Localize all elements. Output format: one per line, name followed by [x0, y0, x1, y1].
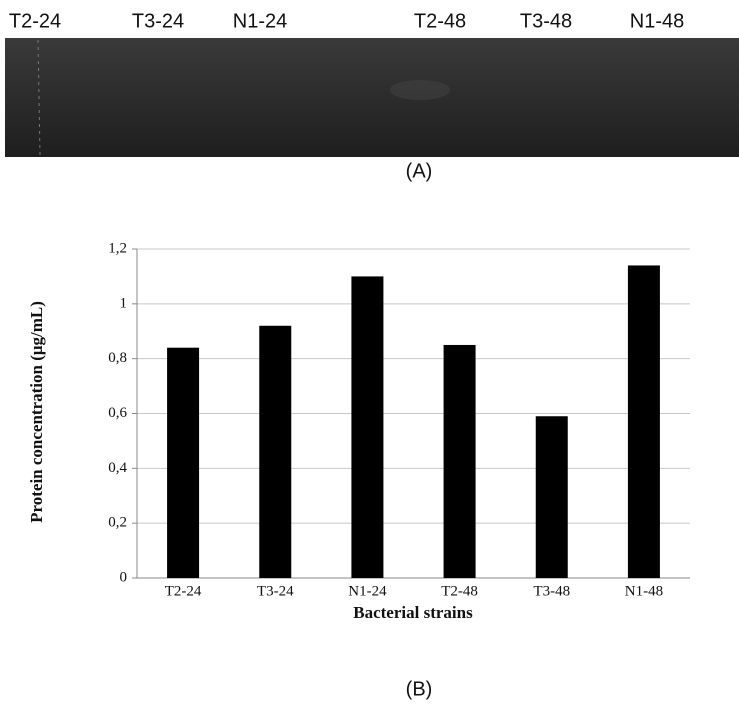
bar [628, 265, 660, 578]
gel-image [5, 38, 739, 157]
y-tick-label: 0,6 [108, 405, 127, 421]
y-axis-title: Protein concentration (μg/mL) [27, 301, 46, 523]
y-tick-label: 1,2 [108, 240, 127, 256]
lane-label: T3-24 [132, 10, 184, 32]
x-tick-label: T3-24 [257, 583, 294, 599]
caption-b: (B) [406, 678, 433, 700]
bar [259, 326, 291, 578]
x-tick-label: N1-24 [348, 583, 387, 599]
y-tick-label: 0 [120, 569, 128, 585]
x-tick-label: N1-48 [625, 583, 663, 599]
x-tick-label: T2-24 [165, 583, 202, 599]
lane-label: T3-48 [520, 10, 572, 32]
bar [536, 416, 568, 578]
bar [444, 345, 476, 578]
x-tick-label: T2-48 [441, 583, 478, 599]
y-tick-label: 1 [120, 295, 128, 311]
lane-label: T2-24 [9, 10, 61, 32]
figure: (A) Protein concentration (μg/mL) Bacter… [0, 0, 739, 704]
x-axis-title: Bacterial strains [353, 603, 473, 622]
bar [167, 348, 199, 578]
y-tick-label: 0,2 [108, 515, 127, 531]
caption-a: (A) [406, 160, 433, 182]
y-tick-label: 0,8 [108, 350, 127, 366]
y-tick-label: 0,4 [108, 460, 127, 476]
lane-label: T2-48 [414, 10, 466, 32]
x-tick-label: T3-48 [533, 583, 570, 599]
lane-label: N1-24 [233, 10, 287, 32]
gel-band [390, 80, 450, 100]
lane-label: N1-48 [630, 10, 684, 32]
bar [351, 276, 383, 578]
